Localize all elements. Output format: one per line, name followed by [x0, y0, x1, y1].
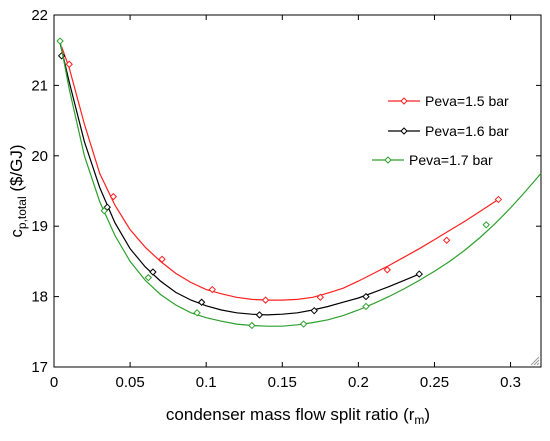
- y-axis-title-rest: ($/GJ): [7, 144, 26, 196]
- y-tick-label: 18: [31, 289, 48, 306]
- data-point-marker: [56, 37, 64, 45]
- legend-item-3: Peva=1.7 bar: [372, 152, 493, 168]
- data-point-marker: [144, 273, 153, 282]
- data-point-marker: [299, 320, 308, 328]
- legend-marker: [400, 97, 408, 105]
- y-tick-label: 21: [31, 77, 48, 94]
- x-tick-label: 0.2: [348, 374, 369, 391]
- y-axis-title-main: c: [7, 229, 26, 238]
- y-tick-label: 20: [31, 148, 48, 165]
- series-3: [56, 37, 542, 330]
- x-tick-label: 0.15: [268, 374, 297, 391]
- legend-label: Peva=1.7 bar: [409, 152, 493, 168]
- data-point-marker: [362, 292, 370, 301]
- series-line: [59, 40, 542, 327]
- legend-item-1: Peva=1.5 bar: [388, 93, 509, 109]
- data-point-marker: [310, 306, 318, 315]
- x-tick-label: 0: [50, 374, 58, 391]
- x-tick-label: 0.05: [115, 374, 144, 391]
- data-point-marker: [442, 236, 451, 244]
- resize-grip-icon: [530, 356, 540, 366]
- data-point-marker: [208, 285, 216, 294]
- y-axis-title: cp,total ($/GJ): [7, 144, 29, 237]
- data-point-marker: [193, 309, 201, 317]
- data-point-marker: [383, 266, 391, 274]
- data-point-marker: [494, 195, 503, 204]
- series-layer: [56, 37, 542, 330]
- series-line: [59, 43, 420, 316]
- data-point-marker: [65, 60, 73, 68]
- y-axis-title-sub: p,total: [15, 196, 29, 229]
- data-point-marker: [109, 192, 118, 201]
- x-tick-label: 0.3: [500, 374, 521, 391]
- series-1: [61, 46, 503, 304]
- y-tick-label: 17: [31, 359, 48, 376]
- x-axis-title: condenser mass flow split ratio (rm): [166, 405, 430, 427]
- legend-label: Peva=1.6 bar: [425, 123, 509, 139]
- legend-marker: [384, 156, 392, 164]
- legend-label: Peva=1.5 bar: [425, 93, 509, 109]
- data-point-marker: [482, 221, 490, 229]
- x-tick-label: 0.1: [196, 374, 217, 391]
- legend-marker: [400, 127, 408, 135]
- y-tick-label: 19: [31, 218, 48, 235]
- data-point-marker: [100, 207, 108, 215]
- x-axis-title-close: ): [424, 405, 430, 424]
- data-point-marker: [415, 270, 423, 278]
- data-point-marker: [261, 296, 270, 304]
- plot-frame: [53, 14, 542, 368]
- data-point-marker: [158, 255, 166, 263]
- axis-ticks: 0 0.05 0.1 0.15 0.2 0.25 0.3 17 18 19 20 21 22: [31, 7, 541, 391]
- legend-item-2: Peva=1.6 bar: [388, 123, 509, 139]
- data-point-marker: [362, 302, 370, 311]
- x-tick-label: 0.25: [420, 374, 449, 391]
- data-point-marker: [255, 311, 264, 319]
- data-point-marker: [149, 268, 157, 276]
- data-point-marker: [197, 298, 206, 306]
- y-tick-label: 22: [31, 7, 48, 24]
- x-axis-title-main: condenser mass flow split ratio (r: [166, 405, 415, 424]
- legend: Peva=1.5 bar Peva=1.6 bar Peva=1.7 bar: [372, 93, 509, 168]
- series-line: [61, 46, 499, 301]
- data-point-marker: [316, 293, 325, 302]
- x-axis-title-sub: m: [414, 413, 424, 427]
- data-point-marker: [248, 321, 256, 330]
